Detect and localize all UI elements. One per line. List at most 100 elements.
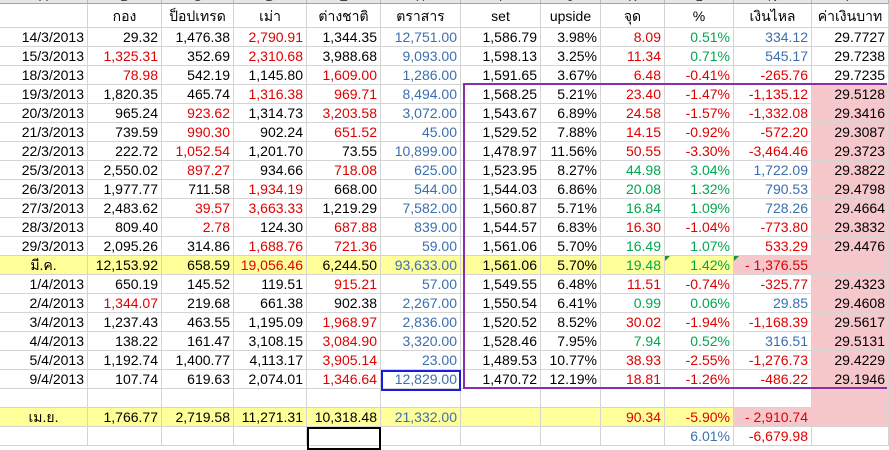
cell-upside[interactable]: 5.70% <box>541 237 601 256</box>
cell-baht[interactable]: 29.4323 <box>812 275 889 294</box>
cell-set[interactable]: 1,489.53 <box>461 351 541 370</box>
cell-set[interactable]: 1,470.72 <box>461 370 541 389</box>
cell-upside[interactable]: 7.88% <box>541 123 601 142</box>
header-foreign[interactable]: ต่างชาติ <box>307 4 381 28</box>
cell-upside[interactable]: 6.48% <box>541 275 601 294</box>
column-header-k[interactable]: K <box>601 0 665 4</box>
cell-point[interactable]: 20.08 <box>601 180 665 199</box>
cell-point[interactable]: 14.15 <box>601 123 665 142</box>
cell-mao[interactable]: 2,790.91 <box>234 28 307 47</box>
cell-percent[interactable]: 1.09% <box>665 199 734 218</box>
cell-kong[interactable]: 1,766.77 <box>88 408 162 427</box>
cell-foreign[interactable]: 668.00 <box>307 180 381 199</box>
cell-point[interactable]: 24.58 <box>601 104 665 123</box>
cell-set[interactable]: 1,544.03 <box>461 180 541 199</box>
cell-bond[interactable]: 12,751.00 <box>381 28 461 47</box>
cell-flow[interactable]: 545.17 <box>734 47 812 66</box>
cell-bond[interactable]: 21,332.00 <box>381 408 461 427</box>
cell-kong[interactable]: 2,550.02 <box>88 161 162 180</box>
cell-pop-trade[interactable]: 1,400.77 <box>162 351 234 370</box>
cell-baht[interactable]: 29.7727 <box>812 28 889 47</box>
column-header-e[interactable]: E <box>307 0 381 4</box>
cell-point[interactable]: 18.81 <box>601 370 665 389</box>
cell-pop-trade[interactable]: 658.59 <box>162 256 234 275</box>
cell-kong[interactable]: 78.98 <box>88 66 162 85</box>
cell-foreign[interactable]: 3,988.68 <box>307 47 381 66</box>
cell-flow[interactable]: 29.85 <box>734 294 812 313</box>
cell-baht[interactable]: 29.3723 <box>812 142 889 161</box>
cell-upside[interactable]: 5.71% <box>541 199 601 218</box>
cell-flow[interactable]: -325.77 <box>734 275 812 294</box>
cell-pop-trade[interactable]: 161.47 <box>162 332 234 351</box>
cell-pop-trade[interactable]: 465.74 <box>162 85 234 104</box>
column-header-j[interactable]: J <box>541 0 601 4</box>
cell-bond[interactable]: 10,899.00 <box>381 142 461 161</box>
cell-set[interactable]: 1,529.52 <box>461 123 541 142</box>
cell-upside[interactable] <box>541 389 601 408</box>
cell-point[interactable]: 90.34 <box>601 408 665 427</box>
cell-set[interactable]: 1,560.87 <box>461 199 541 218</box>
cell-mao[interactable] <box>234 389 307 408</box>
cell-mao[interactable] <box>234 427 307 446</box>
cell-date[interactable]: 15/3/2013 <box>0 47 88 66</box>
cell-point[interactable]: 7.94 <box>601 332 665 351</box>
cell-percent[interactable]: 3.04% <box>665 161 734 180</box>
cell-bond[interactable]: 839.00 <box>381 218 461 237</box>
cell-baht[interactable]: 29.7238 <box>812 47 889 66</box>
cell-percent[interactable]: -1.26% <box>665 370 734 389</box>
cell-set[interactable]: 1,568.25 <box>461 85 541 104</box>
cell-foreign[interactable]: 718.08 <box>307 161 381 180</box>
cell-percent[interactable]: 0.06% <box>665 294 734 313</box>
cell-upside[interactable]: 5.70% <box>541 256 601 275</box>
cell-point[interactable]: 50.55 <box>601 142 665 161</box>
cell-date[interactable]: 9/4/2013 <box>0 370 88 389</box>
cell-kong[interactable]: 1,977.77 <box>88 180 162 199</box>
cell-set[interactable]: 1,528.46 <box>461 332 541 351</box>
cell-pop-trade[interactable]: 463.55 <box>162 313 234 332</box>
cell-upside[interactable]: 3.98% <box>541 28 601 47</box>
cell-flow[interactable]: -265.76 <box>734 66 812 85</box>
column-header-c[interactable]: C <box>162 0 234 4</box>
cell-point[interactable]: 0.99 <box>601 294 665 313</box>
cell-mao[interactable]: 934.66 <box>234 161 307 180</box>
cell-flow[interactable]: -6,679.98 <box>734 427 812 446</box>
cell-upside[interactable]: 5.21% <box>541 85 601 104</box>
cell-bond[interactable]: 93,633.00 <box>381 256 461 275</box>
cell-date[interactable]: 4/4/2013 <box>0 332 88 351</box>
cell-kong[interactable]: 1,192.74 <box>88 351 162 370</box>
cell-pop-trade[interactable]: 2.78 <box>162 218 234 237</box>
cell-percent[interactable]: -1.04% <box>665 218 734 237</box>
cell-bond[interactable]: 1,286.00 <box>381 66 461 85</box>
cell-kong[interactable]: 138.22 <box>88 332 162 351</box>
column-header-d[interactable]: D <box>234 0 307 4</box>
cell-kong[interactable]: 1,820.35 <box>88 85 162 104</box>
cell-flow[interactable]: -1,276.73 <box>734 351 812 370</box>
cell-flow[interactable]: 533.29 <box>734 237 812 256</box>
cell-percent[interactable]: 0.71% <box>665 47 734 66</box>
cell-percent[interactable]: -1.94% <box>665 313 734 332</box>
cell-date[interactable]: มี.ค. <box>0 256 88 275</box>
column-header-a[interactable]: A <box>0 0 88 4</box>
header-date[interactable] <box>0 4 88 28</box>
cell-set[interactable]: 1,591.65 <box>461 66 541 85</box>
cell-upside[interactable]: 3.67% <box>541 66 601 85</box>
cell-foreign[interactable]: 1,609.00 <box>307 66 381 85</box>
cell-point[interactable]: 8.09 <box>601 28 665 47</box>
cell-kong[interactable]: 965.24 <box>88 104 162 123</box>
cell-date[interactable]: 1/4/2013 <box>0 275 88 294</box>
cell-point[interactable] <box>601 427 665 446</box>
cell-date[interactable]: 18/3/2013 <box>0 66 88 85</box>
cell-kong[interactable]: 222.72 <box>88 142 162 161</box>
cell-kong[interactable]: 1,344.07 <box>88 294 162 313</box>
cell-percent[interactable]: -0.74% <box>665 275 734 294</box>
cell-mao[interactable]: 661.38 <box>234 294 307 313</box>
cell-date[interactable]: 5/4/2013 <box>0 351 88 370</box>
cell-set[interactable] <box>461 427 541 446</box>
cell-mao[interactable]: 3,663.33 <box>234 199 307 218</box>
cell-date[interactable]: 2/4/2013 <box>0 294 88 313</box>
cell-flow[interactable]: -572.20 <box>734 123 812 142</box>
cell-point[interactable]: 11.51 <box>601 275 665 294</box>
cell-mao[interactable]: 11,271.31 <box>234 408 307 427</box>
cell-pop-trade[interactable]: 897.27 <box>162 161 234 180</box>
cell-percent[interactable]: 1.42% <box>665 256 734 275</box>
